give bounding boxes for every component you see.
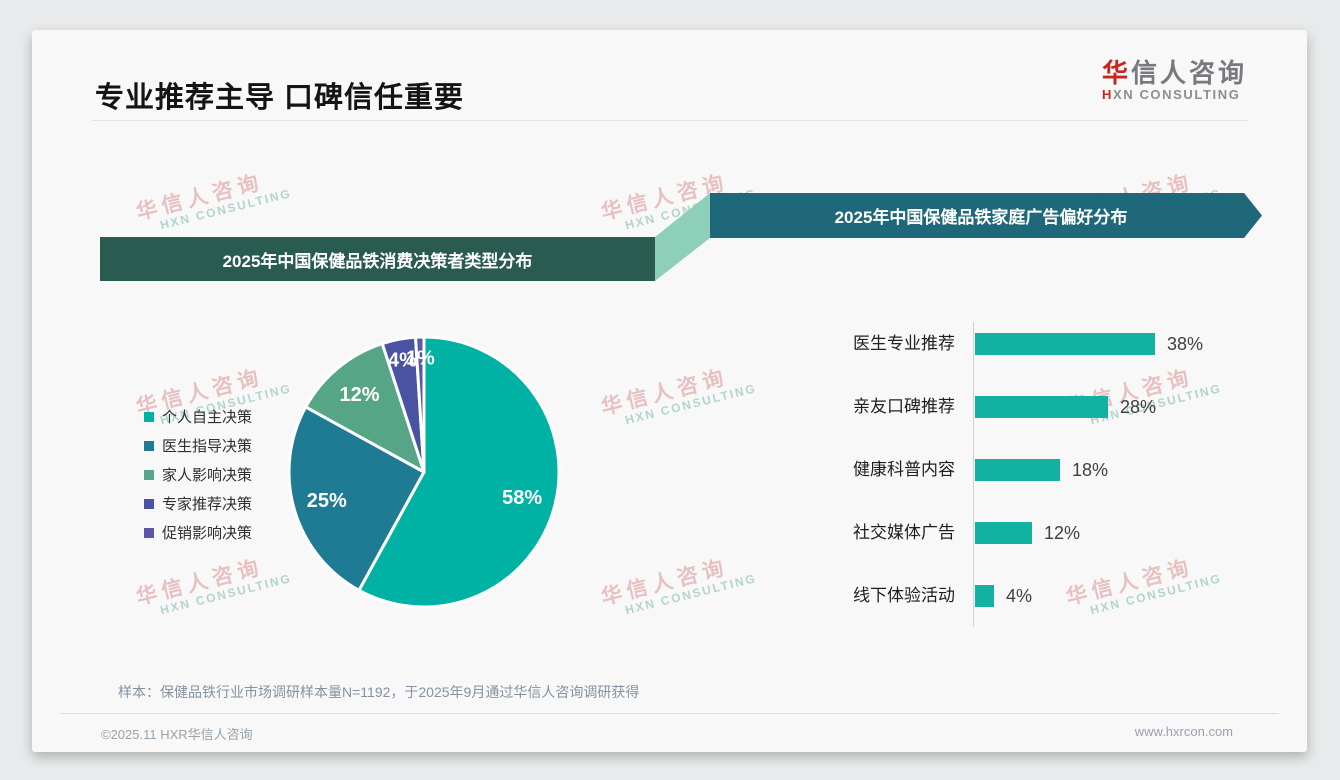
watermark-text-en: HXN CONSULTING (623, 381, 759, 428)
bar (975, 585, 994, 607)
page-title: 专业推荐主导 口碑信任重要 (95, 82, 465, 114)
bar (975, 459, 1060, 481)
logo-en-rest: XN CONSULTING (1112, 87, 1241, 102)
pie-chart: 58% 25% 12% 4%1% (287, 335, 561, 609)
legend-label: 家人影响决策 (162, 467, 253, 484)
logo-zh-accent: 华 (1101, 58, 1131, 88)
pie-slice-label: 58% (502, 487, 542, 509)
sample-footnote: 样本：保健品铁行业市场调研样本量N=1192，于2025年9月通过华信人咨询调研… (118, 684, 640, 700)
pie-slice (414, 335, 426, 474)
logo-en-accent: H (1101, 87, 1113, 102)
legend-swatch (144, 498, 154, 509)
bar-row: 4% (975, 585, 1032, 607)
pie-legend: 个人自主决策 医生指导决策 家人影响决策 专家推荐决策 促销影响决策 (144, 402, 252, 547)
legend-swatch (144, 440, 154, 451)
watermark-text-en: HXN CONSULTING (1088, 571, 1224, 618)
bar-chart-title: 2025年中国保健品铁家庭广告偏好分布 (834, 208, 1128, 227)
bar-category-label: 健康科普内容 (853, 460, 955, 479)
legend-swatch (144, 411, 154, 422)
copyright-text: ©2025.11 HXR华信人咨询 (101, 727, 253, 742)
pie-slice-label: 25% (307, 490, 347, 512)
watermark-text-zh: 华信人咨询 (1063, 555, 1196, 610)
legend-swatch (144, 527, 154, 538)
bar-category-label: 线下体验活动 (853, 586, 955, 605)
legend-label: 专家推荐决策 (162, 496, 253, 513)
bar (975, 333, 1155, 355)
pie-chart-title-banner: 2025年中国保健品铁消费决策者类型分布 (100, 237, 655, 281)
watermark-text-zh: 华信人咨询 (598, 365, 731, 420)
pie-slice-label: 12% (339, 384, 379, 406)
watermark-text-en: HXN CONSULTING (623, 571, 759, 618)
watermark-text-zh: 华信人咨询 (598, 555, 731, 610)
bar-row: 12% (975, 522, 1080, 544)
bar-row: 18% (975, 459, 1108, 481)
pie-slice (304, 342, 426, 474)
bar-category-label: 医生专业推荐 (853, 334, 955, 353)
bar (975, 522, 1032, 544)
bar-category-label: 社交媒体广告 (853, 523, 955, 542)
bar (975, 396, 1108, 418)
header-divider (92, 120, 1247, 121)
legend-swatch (144, 469, 154, 480)
company-logo: 华信人咨询 HXN CONSULTING (1102, 58, 1247, 102)
logo-en-text: HXN CONSULTING (1102, 88, 1247, 102)
legend-label: 医生指导决策 (162, 438, 253, 455)
footer-divider (60, 713, 1279, 714)
watermark-text-zh: 华信人咨询 (133, 170, 266, 225)
bar-chart-title-banner: 2025年中国保健品铁家庭广告偏好分布 (710, 193, 1262, 238)
pie-slice-label: 1% (406, 347, 435, 369)
pie-slice (287, 405, 426, 592)
bar-chart-axis-line (973, 322, 974, 627)
legend-item: 个人自主决策 (144, 402, 252, 431)
pie-slice-label: 4% (388, 349, 417, 371)
bar-category-label: 亲友口碑推荐 (853, 397, 955, 416)
bar-row: 28% (975, 396, 1156, 418)
pie-slice (357, 335, 561, 609)
banner-connector-shape (655, 193, 710, 281)
legend-item: 医生指导决策 (144, 431, 252, 460)
bar-value-label: 12% (1044, 522, 1081, 543)
logo-zh-rest: 信人咨询 (1130, 58, 1247, 88)
bar-value-label: 4% (1006, 585, 1033, 606)
website-url: www.hxrcon.com (1134, 724, 1233, 739)
pie-chart-title: 2025年中国保健品铁消费决策者类型分布 (222, 251, 533, 271)
bar-row: 38% (975, 333, 1203, 355)
bar-value-label: 38% (1167, 333, 1204, 354)
bar-value-label: 18% (1072, 459, 1109, 480)
watermark-text-en: HXN CONSULTING (158, 186, 294, 233)
logo-zh-text: 华信人咨询 (1102, 58, 1247, 88)
legend-item: 家人影响决策 (144, 460, 252, 489)
bar-value-label: 28% (1120, 396, 1157, 417)
legend-item: 专家推荐决策 (144, 489, 252, 518)
legend-item: 促销影响决策 (144, 518, 252, 547)
legend-label: 个人自主决策 (162, 409, 253, 426)
legend-label: 促销影响决策 (162, 525, 253, 542)
